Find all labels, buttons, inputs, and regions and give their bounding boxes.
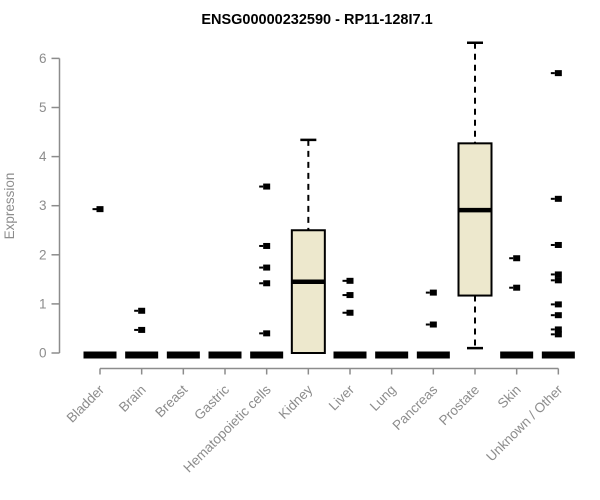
outlier-point-tick-bladder [92, 208, 97, 211]
flat-box-gastric [208, 351, 242, 359]
outlier-point-unknown-other [554, 70, 562, 77]
outlier-point-unknown-other [554, 241, 562, 248]
outlier-point-tick-unknown-other [550, 333, 555, 336]
flat-box-brain [125, 351, 159, 359]
box-kidney [290, 229, 326, 354]
flat-box-liver [333, 351, 367, 359]
outlier-point-liver [346, 309, 354, 316]
flat-box-skin [500, 351, 534, 359]
y-tick-label: 3 [39, 198, 47, 213]
outlier-point-hematopoietic-cells [263, 280, 271, 287]
x-tick-label-gastric: Gastric [191, 382, 232, 423]
x-tick-label-prostate: Prostate [436, 382, 482, 428]
outlier-point-tick-unknown-other [550, 303, 555, 306]
y-tick-label: 6 [39, 51, 47, 66]
outlier-point-unknown-other [554, 312, 562, 319]
outlier-point-hematopoietic-cells [263, 183, 271, 190]
y-tick-label: 0 [39, 346, 47, 361]
flat-box-lung [375, 351, 409, 359]
outlier-point-tick-hematopoietic-cells [259, 266, 264, 269]
outlier-point-unknown-other [554, 301, 562, 308]
flat-box-pancreas [416, 351, 450, 359]
outlier-point-tick-unknown-other [550, 72, 555, 75]
outlier-point-liver [346, 277, 354, 284]
outlier-point-tick-hematopoietic-cells [259, 282, 264, 285]
box-prostate [457, 142, 493, 297]
outlier-point-skin [513, 284, 521, 291]
chart-title: ENSG00000232590 - RP11-128I7.1 [201, 12, 432, 28]
x-tick-label-lung: Lung [367, 382, 399, 414]
outlier-point-tick-brain [134, 328, 139, 331]
outlier-point-tick-brain [134, 309, 139, 312]
outlier-point-tick-liver [342, 294, 347, 297]
outlier-point-pancreas [429, 289, 437, 296]
flat-box-bladder [83, 351, 117, 359]
outlier-point-unknown-other [554, 331, 562, 338]
outlier-point-tick-unknown-other [550, 243, 555, 246]
outlier-point-hematopoietic-cells [263, 264, 271, 271]
outlier-point-tick-hematopoietic-cells [259, 185, 264, 188]
x-tick-label-skin: Skin [495, 382, 524, 411]
outlier-point-tick-hematopoietic-cells [259, 332, 264, 335]
outlier-point-hematopoietic-cells [263, 242, 271, 249]
x-tick-label-kidney: Kidney [276, 382, 316, 422]
outlier-point-unknown-other [554, 195, 562, 202]
outlier-point-unknown-other [554, 271, 562, 278]
outlier-point-unknown-other [554, 326, 562, 333]
x-tick-label-bladder: Bladder [64, 382, 108, 426]
outlier-point-tick-unknown-other [550, 328, 555, 331]
x-tick-label-breast: Breast [152, 382, 190, 420]
x-tick-label-pancreas: Pancreas [390, 382, 441, 433]
outlier-point-tick-unknown-other [550, 197, 555, 200]
outlier-point-tick-liver [342, 279, 347, 282]
outlier-point-tick-pancreas [425, 323, 430, 326]
outlier-point-tick-unknown-other [550, 279, 555, 282]
outlier-point-tick-unknown-other [550, 314, 555, 317]
outlier-point-brain [138, 326, 146, 333]
outlier-point-pancreas [429, 321, 437, 328]
outlier-point-brain [138, 307, 146, 314]
x-tick-label-unknown-other: Unknown / Other [483, 382, 566, 465]
flat-box-hematopoietic-cells [250, 351, 284, 359]
outlier-point-tick-skin [509, 257, 514, 260]
outlier-point-liver [346, 292, 354, 299]
flat-box-unknown-other [541, 351, 575, 359]
outlier-point-tick-liver [342, 311, 347, 314]
y-tick-label: 5 [39, 100, 47, 115]
x-tick-label-brain: Brain [116, 382, 149, 415]
outlier-point-tick-pancreas [425, 291, 430, 294]
outlier-point-unknown-other [554, 277, 562, 284]
outlier-point-bladder [96, 206, 104, 213]
outlier-point-tick-hematopoietic-cells [259, 244, 264, 247]
outlier-point-skin [513, 255, 521, 262]
flat-box-breast [166, 351, 200, 359]
y-tick-label: 1 [39, 296, 47, 311]
outlier-point-hematopoietic-cells [263, 330, 271, 337]
y-tick-label: 2 [39, 247, 47, 262]
outlier-point-tick-skin [509, 286, 514, 289]
outlier-point-tick-unknown-other [550, 273, 555, 276]
x-tick-label-liver: Liver [326, 382, 358, 414]
y-tick-label: 4 [39, 149, 47, 164]
y-axis-title: Expression [2, 173, 17, 240]
